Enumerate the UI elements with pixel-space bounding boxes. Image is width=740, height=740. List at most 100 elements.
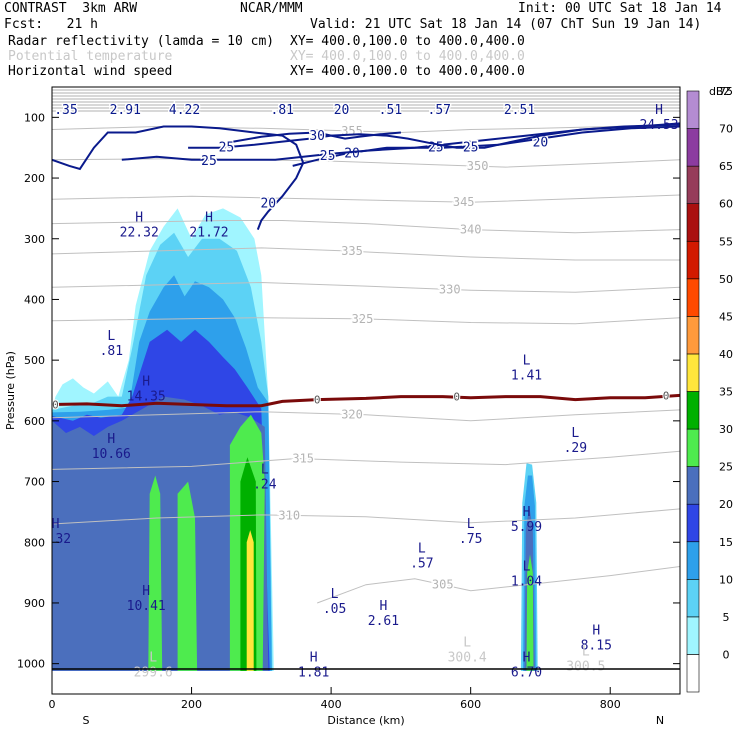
header-forecast-hour: Fcst: 21 h bbox=[4, 17, 98, 32]
extremum-value-18: 300.4 bbox=[448, 651, 487, 666]
wind-contour-label-2-1: 25 bbox=[320, 149, 336, 164]
x-tick-label-0: 0 bbox=[49, 698, 56, 711]
colorbar-swatch-35 bbox=[686, 391, 700, 430]
colorbar-swatch-0 bbox=[686, 654, 700, 693]
extremum-value-4: 1.41 bbox=[511, 368, 542, 383]
colorbar-label-35: 35 bbox=[719, 386, 733, 399]
wind-contour-label-1-1: 20 bbox=[533, 136, 549, 151]
extremum-kind-1: H bbox=[135, 211, 143, 226]
isentrope-320 bbox=[52, 409, 680, 422]
extremum-value-12: .57 bbox=[410, 556, 433, 571]
extremum-value-6: .29 bbox=[564, 441, 587, 456]
field-xy-wind: XY= 400.0,100.0 to 400.0,400.0 bbox=[290, 64, 525, 79]
y-tick-label-600: 600 bbox=[24, 415, 45, 428]
extremum-kind-10: L bbox=[467, 517, 475, 532]
extremum-value-21: 1.81 bbox=[298, 666, 329, 681]
top-row-label-5: .51 bbox=[379, 103, 402, 118]
extremum-kind-3: L bbox=[107, 329, 115, 344]
colorbar-label-15: 15 bbox=[719, 536, 733, 549]
extremum-kind-19: L bbox=[582, 645, 590, 660]
colorbar-label-55: 55 bbox=[719, 235, 733, 248]
isentrope-label-4: 335 bbox=[341, 244, 363, 258]
freezing-level-layer: 0 0 0 0 bbox=[52, 388, 680, 412]
header-valid-time: Valid: 21 UTC Sat 18 Jan 14 (07 ChT Sun … bbox=[310, 17, 702, 32]
y-tick-label-100: 100 bbox=[24, 111, 45, 124]
colorbar-label-70: 70 bbox=[719, 123, 733, 136]
freezing-level-label-0: 0 bbox=[52, 398, 59, 411]
colorbar-swatch-10 bbox=[686, 579, 700, 618]
colorbar-swatch-70 bbox=[686, 128, 700, 167]
y-tick-label-200: 200 bbox=[24, 172, 45, 185]
reflectivity-layer bbox=[52, 208, 538, 671]
extremum-value-15: .05 bbox=[323, 602, 346, 617]
y-tick-label-900: 900 bbox=[24, 597, 45, 610]
extremum-value-13: 1.04 bbox=[511, 575, 542, 590]
isentrope-label-7: 320 bbox=[341, 407, 363, 421]
colorbar-label-60: 60 bbox=[719, 198, 733, 211]
y-tick-label-700: 700 bbox=[24, 476, 45, 489]
extremum-kind-21: H bbox=[310, 651, 318, 666]
extremum-value-7: 10.66 bbox=[92, 447, 131, 462]
isentrope-325 bbox=[52, 317, 680, 325]
colorbar-label-5: 5 bbox=[723, 611, 730, 624]
freezing-level-label-2: 0 bbox=[453, 391, 460, 404]
y-tick-label-300: 300 bbox=[24, 233, 45, 246]
wind-contour-3 bbox=[188, 123, 680, 149]
extremum-kind-11: H bbox=[52, 517, 60, 532]
field-name-wind: Horizontal wind speed bbox=[8, 64, 173, 79]
extrema-labels-layer: H24.53H22.32H21.72L.81L1.41H14.35L.29H10… bbox=[52, 102, 679, 681]
extremum-kind-22: H bbox=[523, 651, 531, 666]
x-tick-label-400: 400 bbox=[321, 698, 342, 711]
isentrope-label-9: 310 bbox=[278, 508, 300, 522]
wind-contour-label-4-0: 30 bbox=[309, 129, 325, 144]
colorbar-swatch-20 bbox=[686, 503, 700, 543]
extremum-kind-14: H bbox=[142, 584, 150, 599]
colorbar-label-40: 40 bbox=[719, 348, 733, 361]
reflectivity-region-6 bbox=[148, 475, 163, 671]
colorbar-unit: dBZ bbox=[709, 85, 732, 98]
extremum-kind-9: H bbox=[523, 505, 531, 520]
extremum-kind-20: L bbox=[149, 651, 157, 666]
extremum-value-9: 5.99 bbox=[511, 520, 542, 535]
extremum-value-8: .24 bbox=[253, 478, 277, 493]
x-tick-label-800: 800 bbox=[600, 698, 621, 711]
wind-contour-1 bbox=[292, 125, 680, 167]
header-center-org: NCAR/MMM bbox=[240, 1, 303, 16]
isentrope-315 bbox=[52, 450, 680, 470]
colorbar-swatch-55 bbox=[686, 240, 700, 280]
colorbar-label-45: 45 bbox=[719, 310, 733, 323]
y-tick-label-400: 400 bbox=[24, 293, 45, 306]
extremum-value-16: 2.61 bbox=[368, 614, 399, 629]
extremum-kind-17: H bbox=[592, 623, 600, 638]
wind-contour-label-0-0: 20 bbox=[260, 196, 276, 211]
colorbar-swatch-75 bbox=[686, 90, 700, 129]
top-row-label-6: .57 bbox=[428, 103, 451, 118]
colorbar-swatch-50 bbox=[686, 278, 700, 317]
colorbar-swatch-30 bbox=[686, 428, 700, 467]
freezing-level-label-1: 0 bbox=[314, 394, 321, 407]
extremum-value-0: 24.53 bbox=[639, 118, 678, 133]
extremum-kind-7: H bbox=[107, 432, 115, 447]
colorbar-swatch-25 bbox=[686, 466, 700, 505]
colorbar-label-20: 20 bbox=[719, 498, 733, 511]
isentrope-345 bbox=[52, 194, 680, 203]
colorbar-swatch-45 bbox=[686, 316, 700, 355]
x-end-label-left: S bbox=[83, 714, 90, 727]
x-axis-label: Distance (km) bbox=[327, 714, 404, 727]
isentrope-305 bbox=[317, 566, 680, 604]
top-row-label-4: 20 bbox=[334, 103, 350, 118]
freezing-level-label-3: 0 bbox=[663, 389, 670, 402]
extremum-kind-12: L bbox=[418, 541, 426, 556]
extremum-value-1: 22.32 bbox=[120, 226, 159, 241]
colorbar-swatch-5 bbox=[686, 616, 700, 655]
colorbar-label-10: 10 bbox=[719, 573, 733, 586]
wind-contour-label-1-0: 20 bbox=[344, 147, 360, 162]
isentrope-330 bbox=[52, 281, 680, 293]
extremum-value-20: 299.6 bbox=[134, 666, 173, 681]
extremum-kind-4: L bbox=[523, 353, 531, 368]
colorbar-label-50: 50 bbox=[719, 273, 733, 286]
top-row-label-0: .35 bbox=[54, 103, 77, 118]
top-row-label-2: 4.22 bbox=[169, 103, 200, 118]
